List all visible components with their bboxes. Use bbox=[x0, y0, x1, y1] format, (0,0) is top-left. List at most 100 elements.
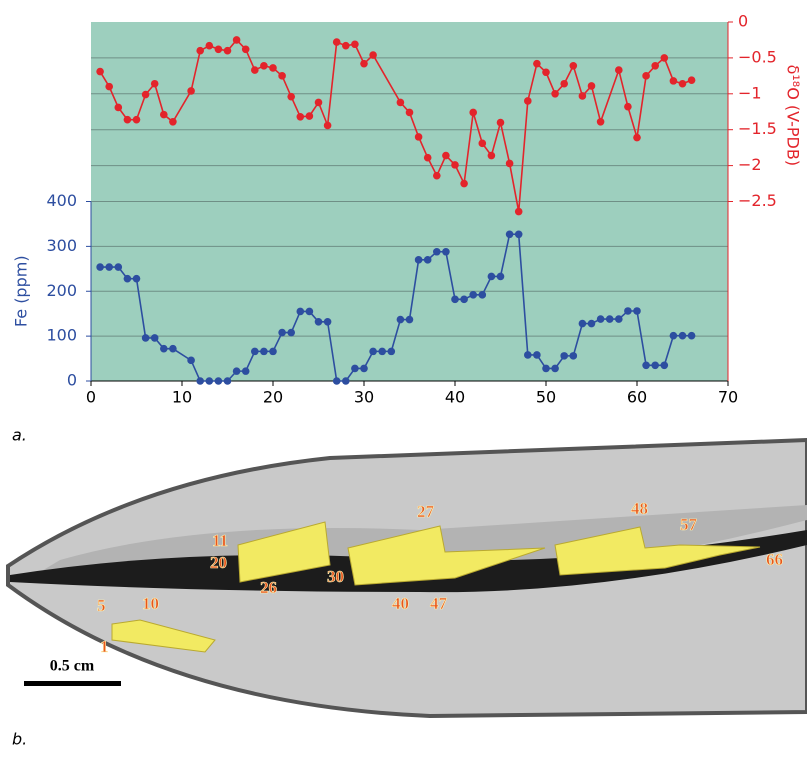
data-point bbox=[651, 361, 659, 369]
scale-bar bbox=[24, 681, 121, 686]
data-point bbox=[670, 332, 678, 340]
data-point bbox=[287, 329, 295, 337]
data-point bbox=[679, 332, 687, 340]
data-point bbox=[115, 263, 123, 271]
data-point bbox=[560, 352, 568, 360]
data-point bbox=[260, 348, 268, 356]
data-point bbox=[460, 180, 468, 188]
data-point bbox=[624, 103, 632, 111]
data-point bbox=[542, 365, 550, 373]
data-point bbox=[124, 116, 132, 124]
data-point bbox=[497, 119, 505, 127]
y2-tick-label: −1 bbox=[738, 83, 762, 102]
data-point bbox=[633, 307, 641, 315]
sample-label: 40 bbox=[392, 594, 409, 613]
data-point bbox=[424, 154, 432, 162]
data-point bbox=[369, 51, 377, 59]
sample-label: 5 bbox=[97, 596, 106, 615]
data-point bbox=[397, 316, 405, 324]
data-point bbox=[115, 104, 123, 112]
sample-label: 27 bbox=[417, 502, 435, 521]
sample-label: 20 bbox=[210, 553, 227, 572]
data-point bbox=[688, 76, 696, 84]
panel-label: a. bbox=[12, 426, 27, 445]
y-tick-label: 0 bbox=[67, 371, 77, 390]
y2-tick-label: 0 bbox=[738, 12, 748, 31]
data-point bbox=[233, 36, 241, 44]
data-point bbox=[551, 90, 559, 98]
data-point bbox=[297, 113, 305, 121]
y-tick-label: 400 bbox=[46, 191, 77, 210]
data-point bbox=[588, 82, 596, 90]
y-tick-label: 100 bbox=[46, 326, 77, 345]
data-point bbox=[224, 47, 232, 55]
y2-tick-label: −0.5 bbox=[738, 47, 777, 66]
data-point bbox=[251, 66, 259, 74]
data-point bbox=[497, 273, 505, 281]
data-point bbox=[451, 296, 459, 304]
data-point bbox=[415, 133, 423, 141]
data-point bbox=[342, 377, 350, 385]
data-point bbox=[415, 256, 423, 264]
data-point bbox=[206, 42, 214, 50]
sample-label: 1 bbox=[100, 637, 109, 656]
data-point bbox=[506, 160, 514, 168]
data-point bbox=[269, 64, 277, 72]
data-point bbox=[151, 80, 159, 88]
figure: 01002003004000−0.5−1−1.5−2−2.50102030405… bbox=[0, 0, 807, 758]
data-point bbox=[488, 152, 496, 160]
data-point bbox=[542, 68, 550, 76]
data-point bbox=[469, 109, 477, 117]
data-point bbox=[369, 348, 377, 356]
scale-label: 0.5 cm bbox=[50, 658, 95, 675]
data-point bbox=[142, 91, 150, 99]
data-point bbox=[670, 77, 678, 85]
sample-label: 48 bbox=[631, 499, 648, 518]
data-point bbox=[570, 352, 578, 360]
data-point bbox=[615, 66, 623, 74]
data-point bbox=[433, 172, 441, 180]
data-point bbox=[679, 80, 687, 88]
data-point bbox=[633, 134, 641, 142]
data-point bbox=[460, 296, 468, 304]
sample-label: 10 bbox=[142, 594, 159, 613]
data-point bbox=[206, 377, 214, 385]
data-point bbox=[378, 348, 386, 356]
data-point bbox=[570, 62, 578, 70]
data-point bbox=[187, 357, 195, 365]
data-point bbox=[451, 161, 459, 169]
data-point bbox=[105, 263, 113, 271]
data-point bbox=[479, 140, 487, 148]
data-point bbox=[215, 45, 223, 53]
data-point bbox=[360, 365, 368, 373]
data-point bbox=[442, 248, 450, 256]
sample-label: 57 bbox=[680, 515, 698, 534]
y-axis-label: Fe (ppm) bbox=[12, 255, 31, 327]
data-point bbox=[324, 122, 332, 130]
sample-label: 47 bbox=[430, 594, 448, 613]
y2-tick-label: −1.5 bbox=[738, 119, 777, 138]
data-point bbox=[424, 256, 432, 264]
specimen-photo: 1 5 10 11 20 26 27 30 40 47 48 57 66 0.5… bbox=[8, 440, 807, 716]
data-point bbox=[297, 308, 305, 316]
x-tick-label: 40 bbox=[445, 388, 465, 407]
x-tick-label: 60 bbox=[627, 388, 647, 407]
data-point bbox=[287, 93, 295, 101]
data-point bbox=[124, 275, 132, 283]
data-point bbox=[315, 99, 323, 107]
y2-axis-label: δ¹⁸O (V-PDB) bbox=[784, 65, 803, 167]
x-tick-label: 30 bbox=[354, 388, 374, 407]
data-point bbox=[406, 109, 414, 117]
data-point bbox=[251, 348, 259, 356]
sample-label: 26 bbox=[260, 578, 277, 597]
panel-label: b. bbox=[12, 730, 27, 749]
data-point bbox=[242, 45, 250, 53]
data-point bbox=[278, 72, 286, 80]
data-point bbox=[196, 47, 204, 55]
x-tick-label: 10 bbox=[172, 388, 192, 407]
data-point bbox=[96, 68, 104, 76]
data-point bbox=[579, 92, 587, 100]
data-point bbox=[160, 345, 168, 353]
data-point bbox=[597, 315, 605, 323]
